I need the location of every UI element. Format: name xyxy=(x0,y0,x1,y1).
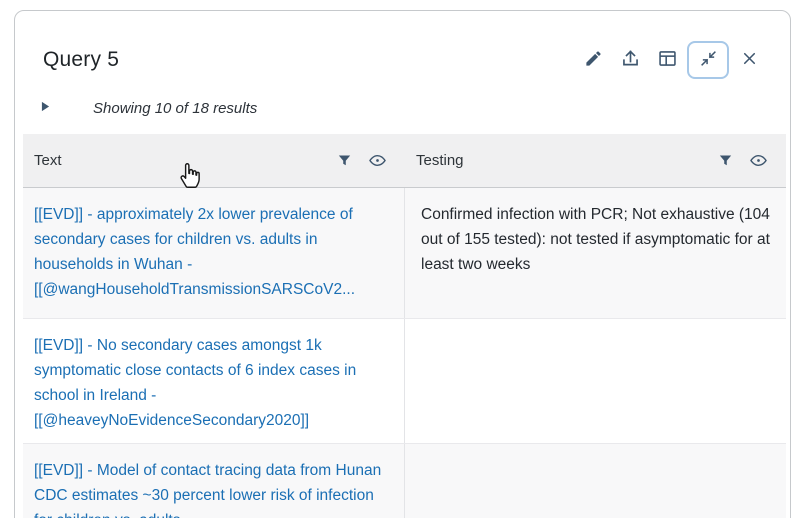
cell-text: [[EVD]] - approximately 2x lower prevale… xyxy=(23,188,405,318)
close-icon xyxy=(740,49,759,71)
toolbar xyxy=(576,41,766,79)
export-button[interactable] xyxy=(613,42,647,78)
edit-button[interactable] xyxy=(576,42,610,78)
close-button[interactable] xyxy=(732,42,766,78)
cell-testing: Confirmed infection with PCR; Not exhaus… xyxy=(421,206,770,273)
edit-pencil-icon xyxy=(584,49,603,71)
table-view-icon xyxy=(657,48,678,72)
page-title: Query 5 xyxy=(43,48,120,71)
results-summary: Showing 10 of 18 results xyxy=(93,99,258,117)
filter-icon[interactable] xyxy=(336,152,353,169)
table-row: [[EVD]] - Model of contact tracing data … xyxy=(23,443,786,518)
expand-results-toggle[interactable] xyxy=(34,99,56,117)
filter-icon[interactable] xyxy=(717,152,734,169)
column-header-text: Text xyxy=(23,134,405,187)
table-view-button[interactable] xyxy=(650,42,684,78)
column-label: Text xyxy=(34,152,62,169)
evidence-link[interactable]: [[EVD]] - approximately 2x lower prevale… xyxy=(34,206,355,298)
eye-icon[interactable] xyxy=(749,151,768,170)
results-table: Text Testing xyxy=(23,134,786,518)
collapse-icon xyxy=(699,49,718,71)
table-row: [[EVD]] - approximately 2x lower prevale… xyxy=(23,188,786,318)
column-header-testing: Testing xyxy=(405,134,786,187)
collapse-button[interactable] xyxy=(687,41,729,79)
results-summary-row: Showing 10 of 18 results xyxy=(15,79,790,117)
cell-text: [[EVD]] - Model of contact tracing data … xyxy=(23,444,405,518)
query-result-card: Query 5 xyxy=(14,10,791,518)
column-label: Testing xyxy=(416,152,464,169)
export-upload-icon xyxy=(620,48,641,72)
evidence-link[interactable]: [[EVD]] - Model of contact tracing data … xyxy=(34,462,382,518)
cell-text: [[EVD]] - No secondary cases amongst 1k … xyxy=(23,319,405,443)
eye-icon[interactable] xyxy=(368,151,387,170)
table-row: [[EVD]] - No secondary cases amongst 1k … xyxy=(23,318,786,443)
cell-testing xyxy=(405,319,786,443)
card-header: Query 5 xyxy=(15,11,790,79)
cell-testing xyxy=(405,444,786,518)
table-header-row: Text Testing xyxy=(23,134,786,188)
evidence-link[interactable]: [[EVD]] - No secondary cases amongst 1k … xyxy=(34,337,357,429)
chevron-right-icon xyxy=(41,99,50,117)
